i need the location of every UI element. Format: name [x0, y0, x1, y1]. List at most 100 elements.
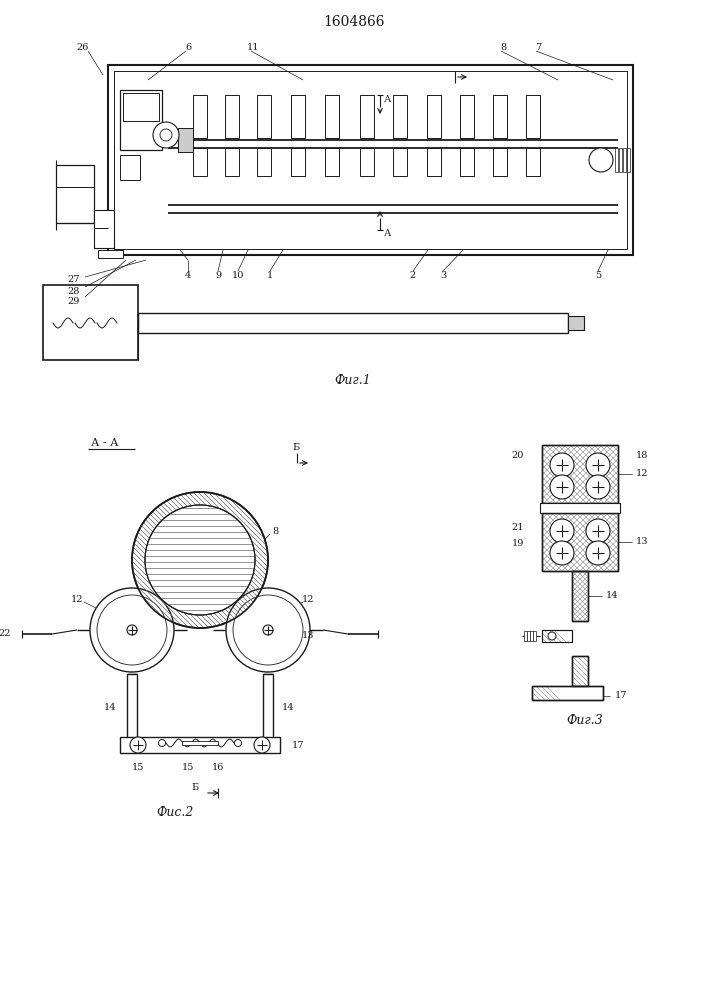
Bar: [427, 95, 441, 138]
Bar: [393, 148, 407, 176]
Bar: [530, 631, 533, 641]
Bar: [532, 686, 603, 700]
Circle shape: [254, 737, 270, 753]
Bar: [527, 631, 530, 641]
Text: 28: 28: [68, 286, 80, 296]
Circle shape: [132, 492, 268, 628]
Circle shape: [589, 148, 613, 172]
Text: А: А: [385, 229, 392, 237]
Circle shape: [145, 505, 255, 615]
Text: 6: 6: [185, 42, 191, 51]
Circle shape: [586, 453, 610, 477]
Text: 17: 17: [292, 740, 305, 750]
Bar: [615, 148, 618, 172]
Text: Б: Б: [293, 442, 300, 452]
Bar: [619, 148, 622, 172]
Text: 14: 14: [606, 591, 619, 600]
Bar: [225, 95, 239, 138]
Bar: [532, 686, 603, 700]
Text: Б: Б: [192, 784, 199, 792]
Bar: [493, 148, 507, 176]
Text: 14: 14: [282, 702, 294, 712]
Circle shape: [263, 625, 273, 635]
Text: 10: 10: [232, 270, 244, 279]
Bar: [257, 95, 271, 138]
Circle shape: [127, 625, 137, 635]
Bar: [572, 571, 588, 621]
Circle shape: [550, 475, 574, 499]
Bar: [542, 630, 572, 642]
Bar: [56, 165, 94, 223]
Text: 17: 17: [615, 692, 628, 700]
Text: 4: 4: [185, 270, 191, 279]
Bar: [393, 95, 407, 138]
Bar: [526, 95, 540, 138]
Circle shape: [97, 595, 167, 665]
Text: Фис.2: Фис.2: [156, 806, 194, 820]
Circle shape: [130, 737, 146, 753]
Bar: [108, 65, 633, 255]
Bar: [325, 95, 339, 138]
Text: 8: 8: [272, 528, 278, 536]
Text: 29: 29: [68, 298, 80, 306]
Bar: [43, 285, 138, 360]
Bar: [533, 631, 536, 641]
Bar: [291, 148, 305, 176]
Circle shape: [586, 475, 610, 499]
Text: 11: 11: [247, 42, 259, 51]
Bar: [540, 503, 620, 513]
Text: 20: 20: [512, 450, 524, 460]
Text: 14: 14: [104, 702, 116, 712]
Text: 19: 19: [512, 538, 524, 548]
Circle shape: [226, 588, 310, 672]
Bar: [120, 155, 140, 180]
Bar: [542, 513, 618, 571]
Bar: [542, 630, 572, 642]
Bar: [568, 316, 584, 330]
Bar: [123, 93, 159, 121]
Bar: [178, 128, 193, 152]
Bar: [98, 250, 123, 258]
Text: А: А: [385, 95, 392, 104]
Circle shape: [550, 453, 574, 477]
Circle shape: [586, 519, 610, 543]
Circle shape: [550, 519, 574, 543]
Circle shape: [586, 541, 610, 565]
Circle shape: [548, 632, 556, 640]
Text: 3: 3: [440, 270, 446, 279]
Text: 13: 13: [302, 631, 314, 640]
Bar: [225, 148, 239, 176]
Text: 16: 16: [212, 762, 224, 772]
Bar: [572, 571, 588, 621]
Text: 26: 26: [77, 42, 89, 51]
Text: 13: 13: [636, 538, 648, 546]
Bar: [427, 148, 441, 176]
Text: 21: 21: [511, 524, 524, 532]
Text: 9: 9: [215, 270, 221, 279]
Bar: [127, 674, 137, 739]
Bar: [460, 148, 474, 176]
Text: 22: 22: [0, 630, 11, 639]
Bar: [114, 71, 627, 249]
Text: 7: 7: [535, 42, 541, 51]
Text: 12: 12: [71, 595, 83, 604]
Text: 1604866: 1604866: [323, 15, 385, 29]
Bar: [120, 737, 280, 753]
Bar: [572, 656, 588, 686]
Bar: [524, 631, 527, 641]
Bar: [542, 513, 618, 571]
Bar: [526, 148, 540, 176]
Circle shape: [233, 595, 303, 665]
Bar: [94, 210, 114, 248]
Circle shape: [153, 122, 179, 148]
Text: 27: 27: [67, 275, 80, 284]
Text: 12: 12: [302, 595, 314, 604]
Bar: [460, 95, 474, 138]
Text: 2: 2: [410, 270, 416, 279]
Bar: [182, 741, 218, 745]
Text: 18: 18: [636, 450, 648, 460]
Text: Фиг.3: Фиг.3: [566, 714, 603, 728]
Text: 5: 5: [595, 270, 601, 279]
Bar: [325, 148, 339, 176]
Text: 12: 12: [636, 470, 648, 479]
